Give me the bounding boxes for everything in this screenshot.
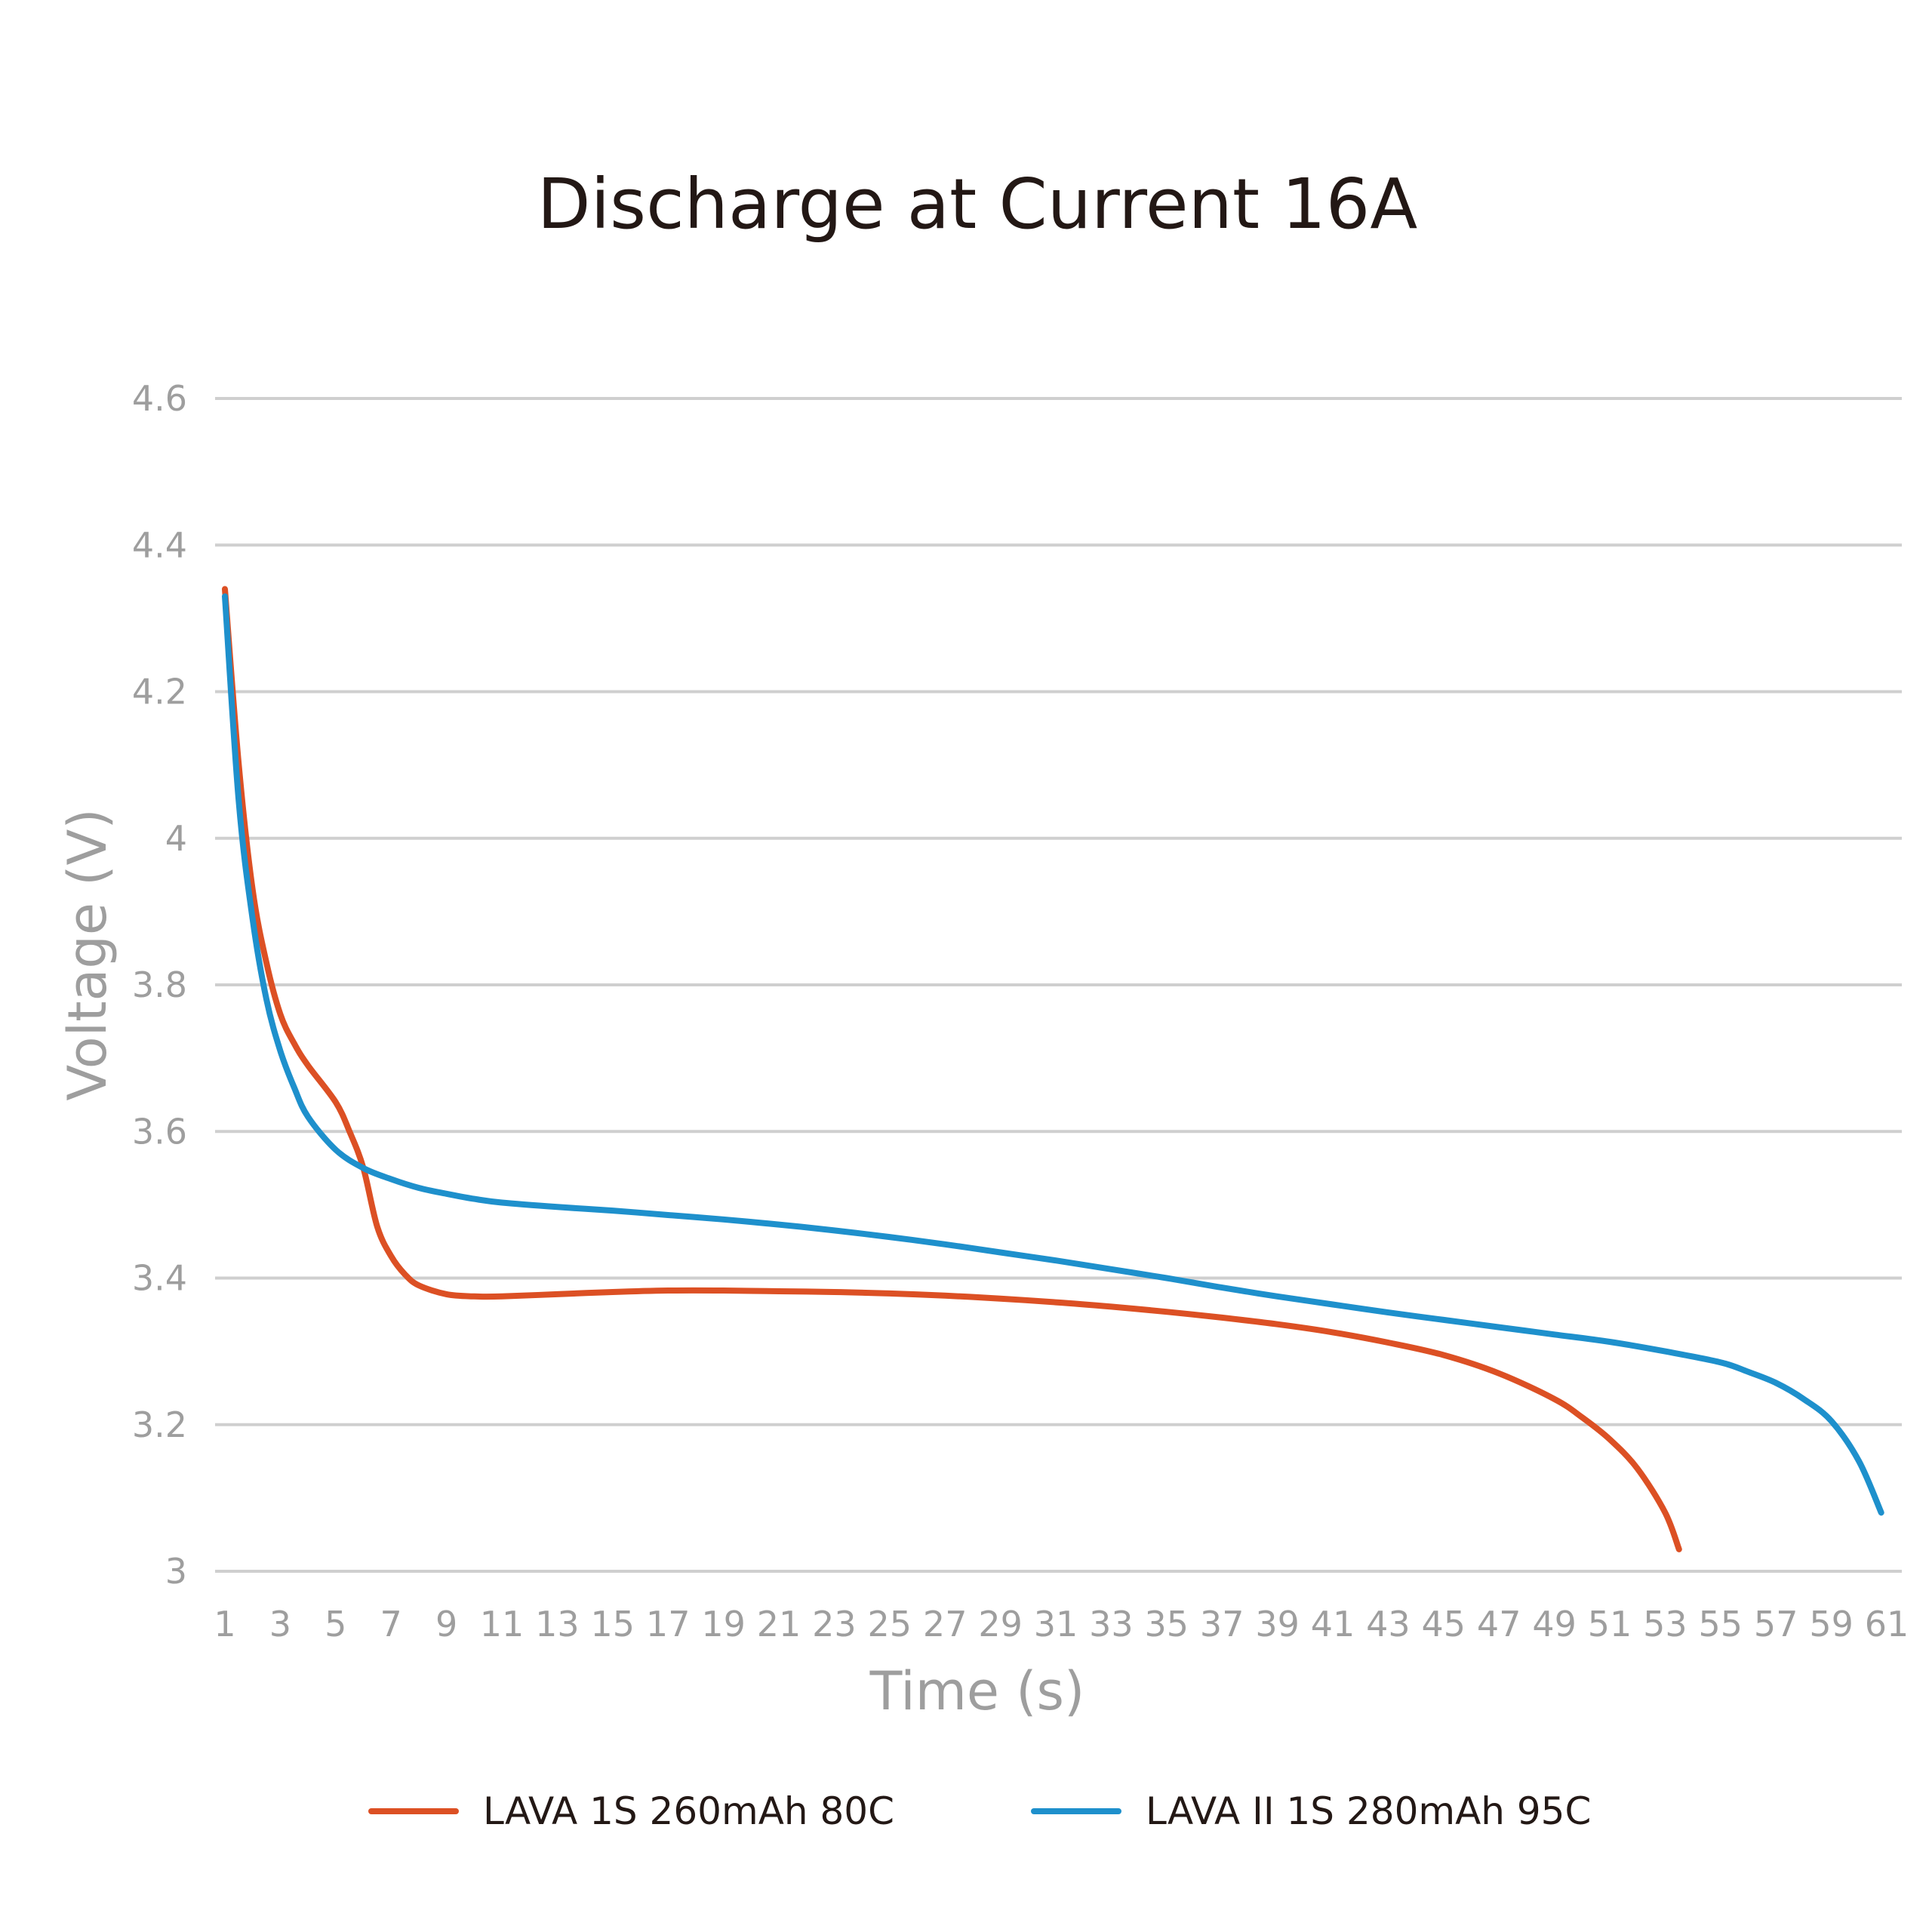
y-tick-label: 3	[165, 1551, 187, 1592]
series-line-1	[222, 586, 1682, 1552]
x-tick-label: 3	[269, 1604, 291, 1644]
series-line-2	[222, 593, 1884, 1516]
x-tick-label: 17	[646, 1604, 691, 1644]
x-tick-label: 37	[1200, 1604, 1244, 1644]
x-tick-label: 51	[1588, 1604, 1632, 1644]
y-tick-label: 3.2	[132, 1404, 187, 1445]
x-tick-label: 45	[1422, 1604, 1466, 1644]
x-axis-ticks: 1 3 5 7 9 11 13 15 17 19 21 23 25 27 29 31 33 35 37 39 41 43 4…	[214, 1604, 1909, 1644]
x-tick-label: 57	[1754, 1604, 1798, 1644]
x-tick-label: 1	[214, 1604, 235, 1644]
x-tick-label: 5	[325, 1604, 346, 1644]
x-tick-label: 19	[701, 1604, 746, 1644]
x-tick-label: 15	[591, 1604, 635, 1644]
y-tick-label: 4.4	[132, 525, 187, 565]
legend-label-1: LAVA 1S 260mAh 80C	[483, 1789, 894, 1833]
x-tick-label: 29	[978, 1604, 1023, 1644]
y-tick-label: 3.4	[132, 1258, 187, 1299]
x-tick-label: 9	[435, 1604, 457, 1644]
x-tick-label: 49	[1532, 1604, 1577, 1644]
x-tick-label: 13	[535, 1604, 580, 1644]
x-tick-label: 39	[1255, 1604, 1300, 1644]
x-tick-label: 43	[1366, 1604, 1411, 1644]
y-tick-label: 3.6	[132, 1111, 187, 1152]
y-tick-label: 4.6	[132, 378, 187, 419]
x-tick-label: 59	[1809, 1604, 1854, 1644]
x-tick-label: 33	[1089, 1604, 1134, 1644]
x-tick-label: 47	[1477, 1604, 1521, 1644]
x-tick-label: 7	[380, 1604, 402, 1644]
x-tick-label: 21	[757, 1604, 801, 1644]
x-tick-label: 53	[1643, 1604, 1687, 1644]
x-tick-label: 25	[868, 1604, 912, 1644]
x-tick-label: 11	[480, 1604, 525, 1644]
x-tick-label: 55	[1699, 1604, 1743, 1644]
x-tick-label: 27	[923, 1604, 968, 1644]
y-tick-label: 3.8	[132, 964, 187, 1005]
y-tick-label: 4	[165, 818, 187, 859]
grid-lines	[215, 397, 1902, 1573]
y-tick-label: 4.2	[132, 672, 187, 712]
x-tick-label: 61	[1865, 1604, 1909, 1644]
x-tick-label: 35	[1145, 1604, 1189, 1644]
y-axis-title: Voltage (V)	[57, 808, 118, 1100]
chart-title: Discharge at Current 16A	[537, 164, 1418, 245]
x-tick-label: 41	[1311, 1604, 1355, 1644]
x-tick-label: 23	[812, 1604, 857, 1644]
x-axis-title: Time (s)	[869, 1660, 1085, 1722]
legend: LAVA 1S 260mAh 80C LAVA II 1S 280mAh 95C	[368, 1789, 1591, 1833]
series-lines	[222, 586, 1884, 1552]
legend-label-2: LAVA II 1S 280mAh 95C	[1146, 1789, 1591, 1833]
x-tick-label: 31	[1034, 1604, 1078, 1644]
y-axis-ticks: 3 3.2 3.4 3.6 3.8 4 4.2 4.4 4.6	[132, 378, 187, 1592]
